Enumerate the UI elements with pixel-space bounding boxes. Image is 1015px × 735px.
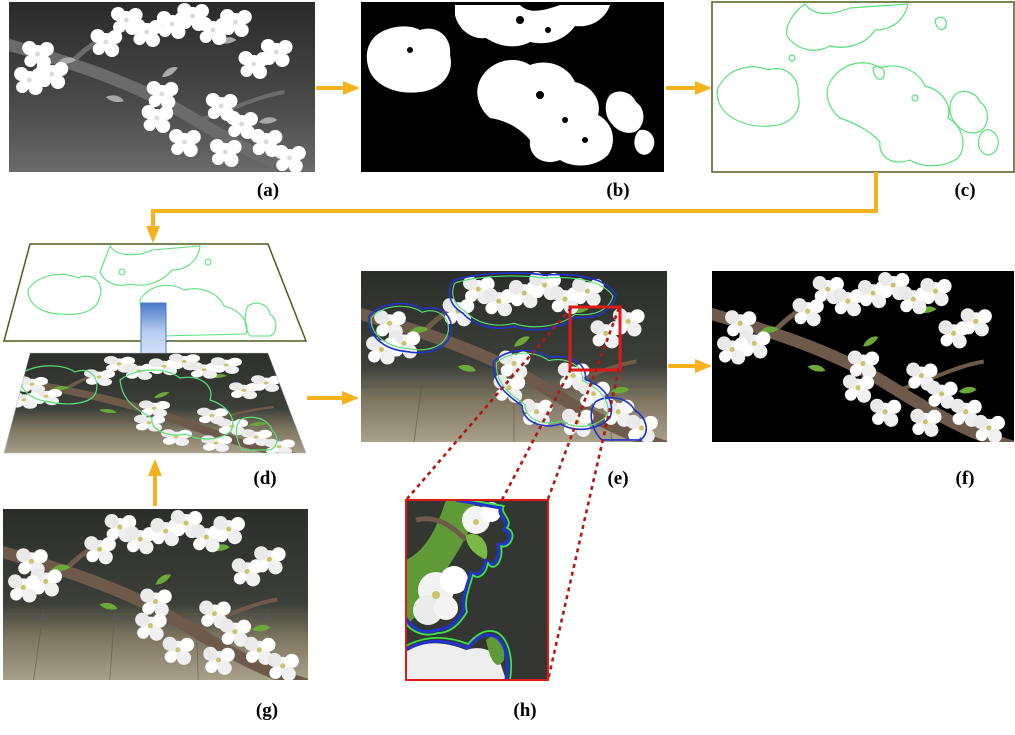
panel-e: (e) [361, 271, 667, 489]
panel-f: (f) [712, 271, 1014, 489]
flow-arrows [146, 81, 878, 506]
panel-c-label: (c) [954, 180, 975, 201]
panel-h: (h) [405, 499, 549, 721]
panel-c-frame [711, 1, 1015, 173]
panel-a: (a) [9, 2, 315, 201]
mask-blobs [366, 5, 655, 166]
panel-h-frame [405, 499, 549, 681]
arrow-b-to-c [666, 81, 712, 95]
panel-b-label: (b) [606, 180, 629, 201]
panel-g-label: (g) [256, 700, 278, 721]
panel-a-image [9, 2, 315, 172]
panel-g-image [3, 509, 308, 680]
panel-d: (d) [3, 243, 308, 489]
mask-holes [407, 16, 588, 143]
arrow-e-to-f [668, 359, 712, 373]
overlay-photo-plane [4, 353, 306, 453]
panel-f-image [712, 271, 1014, 442]
panel-a-label: (a) [257, 180, 279, 201]
panel-g: (g) [3, 509, 308, 721]
panel-e-label: (e) [607, 468, 628, 489]
panel-b: (b) [361, 2, 664, 201]
panel-f-label: (f) [956, 468, 975, 489]
panel-h-label: (h) [513, 700, 536, 721]
panel-c: (c) [711, 1, 1015, 201]
contour-plane [3, 243, 308, 342]
panel-h-image [406, 500, 548, 680]
zoom-connector-lines [405, 307, 621, 681]
panel-e-image [361, 271, 667, 442]
panel-d-label: (d) [253, 468, 276, 489]
arrow-d-to-e [307, 391, 359, 405]
arrow-c-to-d [146, 172, 878, 243]
arrow-g-to-d [148, 459, 162, 506]
contour-lines [716, 3, 999, 167]
arrow-a-to-b [316, 81, 360, 95]
